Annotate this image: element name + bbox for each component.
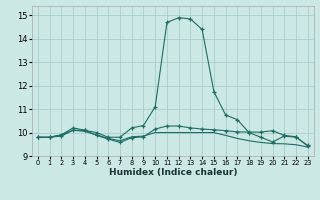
X-axis label: Humidex (Indice chaleur): Humidex (Indice chaleur): [108, 168, 237, 177]
